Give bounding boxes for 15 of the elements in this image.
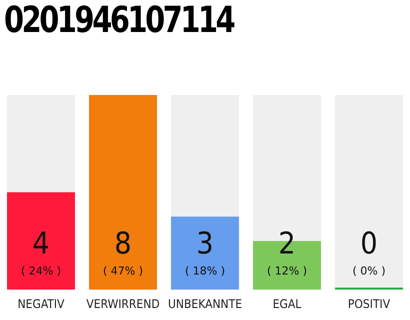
annotation: ( 24% ) bbox=[20, 264, 62, 278]
x-tick-label: NEGATIV bbox=[18, 296, 66, 311]
annotation: ( 0% ) bbox=[352, 264, 386, 278]
chart-title: 0201946107114 bbox=[4, 0, 234, 41]
annotation: ( 12% ) bbox=[266, 264, 308, 278]
annotation: ( 18% ) bbox=[184, 264, 226, 278]
data-label: 3 bbox=[196, 226, 214, 262]
x-tick-label: UNBEKANNTE bbox=[168, 296, 242, 311]
data-label: 0 bbox=[360, 226, 378, 262]
data-label: 8 bbox=[114, 226, 132, 262]
data-label: 4 bbox=[32, 226, 50, 262]
x-tick-label: VERWIRREND bbox=[86, 296, 160, 311]
x-tick-label: EGAL bbox=[272, 296, 302, 311]
annotation: ( 47% ) bbox=[102, 264, 144, 278]
x-tick-label: POSITIV bbox=[348, 296, 391, 311]
